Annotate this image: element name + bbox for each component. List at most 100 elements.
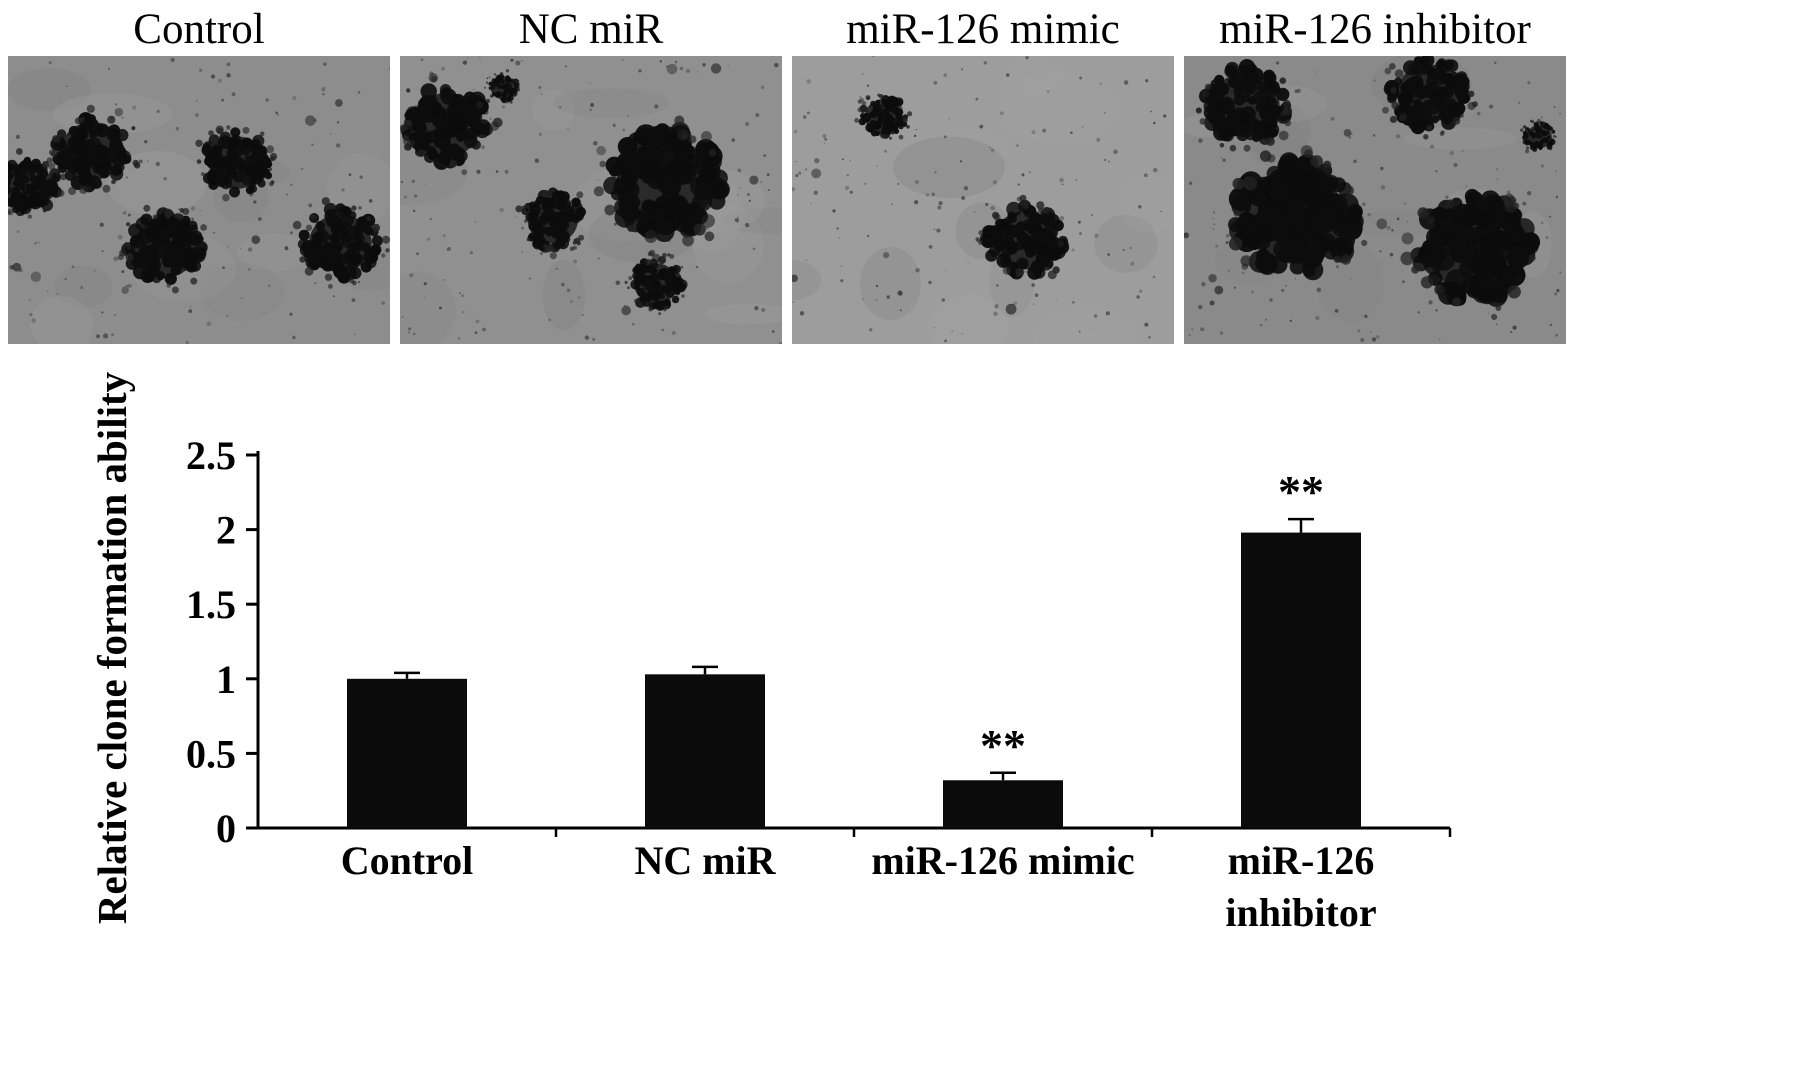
colony-cell <box>1531 134 1536 139</box>
debris-speck <box>412 209 416 213</box>
micrograph-image-inhibitor <box>1184 56 1566 344</box>
colony-cell <box>493 81 499 87</box>
colony-cell <box>537 227 546 236</box>
debris-speck <box>948 118 950 120</box>
debris-speck <box>265 98 269 102</box>
debris-speck <box>1213 223 1216 226</box>
colony-edge-cell <box>1233 209 1241 217</box>
colony-cell <box>162 245 175 258</box>
colony-edge-cell <box>1524 129 1528 133</box>
debris-speck <box>727 65 729 67</box>
colony-cell <box>1430 95 1442 107</box>
debris-speck <box>1219 331 1224 335</box>
debris-speck <box>1191 328 1194 331</box>
debris-speck <box>1351 133 1353 136</box>
debris-speck <box>1315 315 1320 320</box>
debris-speck <box>806 111 810 115</box>
colony-edge-cell <box>1229 144 1237 152</box>
colony-cell <box>322 243 338 259</box>
debris-speck <box>1360 337 1365 342</box>
colony-edge-cell <box>1411 265 1420 274</box>
colony-cell <box>1237 65 1251 80</box>
colony-cell <box>869 111 876 118</box>
debris-speck <box>46 290 49 292</box>
debris-speck <box>127 283 133 289</box>
debris-speck <box>1549 215 1552 218</box>
colony-edge-cell <box>166 283 171 288</box>
debris-speck <box>1294 278 1297 280</box>
debris-speck <box>29 313 33 317</box>
debris-speck <box>1367 212 1372 217</box>
debris-speck <box>475 319 480 324</box>
debris-speck <box>985 202 989 207</box>
debris-speck <box>1143 173 1148 178</box>
debris-speck <box>875 298 878 301</box>
colony-cell <box>155 271 166 281</box>
colony-edge-cell <box>565 242 569 246</box>
debris-speck <box>413 194 418 198</box>
colony-cell <box>1252 90 1268 106</box>
colony-cell <box>1423 99 1432 108</box>
debris-speck <box>290 183 293 186</box>
colony-cell <box>144 271 155 283</box>
debris-speck <box>515 215 518 218</box>
colony-edge-cell <box>269 181 274 187</box>
colony-edge-cell <box>299 256 306 263</box>
debris-speck <box>1153 167 1158 173</box>
debris-speck <box>107 67 110 70</box>
colony-cell <box>1445 79 1456 90</box>
colony-edge-cell <box>1384 67 1392 75</box>
debris-speck <box>357 280 360 284</box>
debris-speck <box>951 330 953 333</box>
debris-speck <box>1494 61 1497 64</box>
colony-cell <box>1446 286 1467 307</box>
colony-edge-cell <box>304 266 314 276</box>
debris-speck <box>341 188 345 192</box>
colony-cell <box>551 230 560 239</box>
debris-speck <box>869 328 873 332</box>
colony-cell <box>1524 140 1530 146</box>
colony-edge-cell <box>208 130 214 136</box>
colony-cell <box>1398 92 1412 107</box>
colony-cell <box>647 137 661 151</box>
colony-edge-cell <box>48 162 56 170</box>
colony-cell <box>875 131 881 137</box>
debris-speck <box>225 129 227 132</box>
debris-speck <box>1215 244 1219 248</box>
colony-cell <box>360 242 371 253</box>
colony-cell <box>1477 211 1494 228</box>
colony-edge-cell <box>658 312 662 316</box>
colony-cell <box>39 180 46 187</box>
colony-edge-cell <box>708 148 717 157</box>
colony-cell <box>887 95 897 105</box>
micrograph-panel-mimic: miR-126 mimic <box>792 4 1174 344</box>
colony-cell <box>575 206 586 218</box>
colony-cell <box>498 78 503 82</box>
colony-cell <box>1401 80 1416 96</box>
colony-edge-cell <box>1426 125 1433 132</box>
colony-edge-cell <box>1042 206 1051 214</box>
debris-speck <box>501 105 506 109</box>
debris-speck <box>799 311 805 316</box>
debris-speck <box>734 218 740 223</box>
debris-speck <box>702 63 706 67</box>
colony-cell <box>886 115 894 123</box>
colony-cell <box>658 256 666 265</box>
colony-cell <box>27 192 38 203</box>
colony-edge-cell <box>50 150 58 158</box>
debris-speck <box>358 206 362 210</box>
colony-cell <box>872 104 880 111</box>
colony-edge-cell <box>493 73 496 76</box>
colony-cell <box>1041 217 1050 226</box>
debris-speck <box>122 211 127 215</box>
debris <box>12 262 22 272</box>
debris-speck <box>961 195 966 200</box>
colony-cell <box>1539 134 1543 139</box>
debris-speck <box>1518 101 1521 104</box>
micrograph-panel-inhibitor: miR-126 inhibitor <box>1184 4 1566 344</box>
colony-edge-cell <box>117 254 124 261</box>
colony-cell <box>1218 127 1233 142</box>
debris-speck <box>381 301 386 305</box>
debris-speck <box>832 209 836 213</box>
colony-edge-cell <box>1243 144 1251 152</box>
